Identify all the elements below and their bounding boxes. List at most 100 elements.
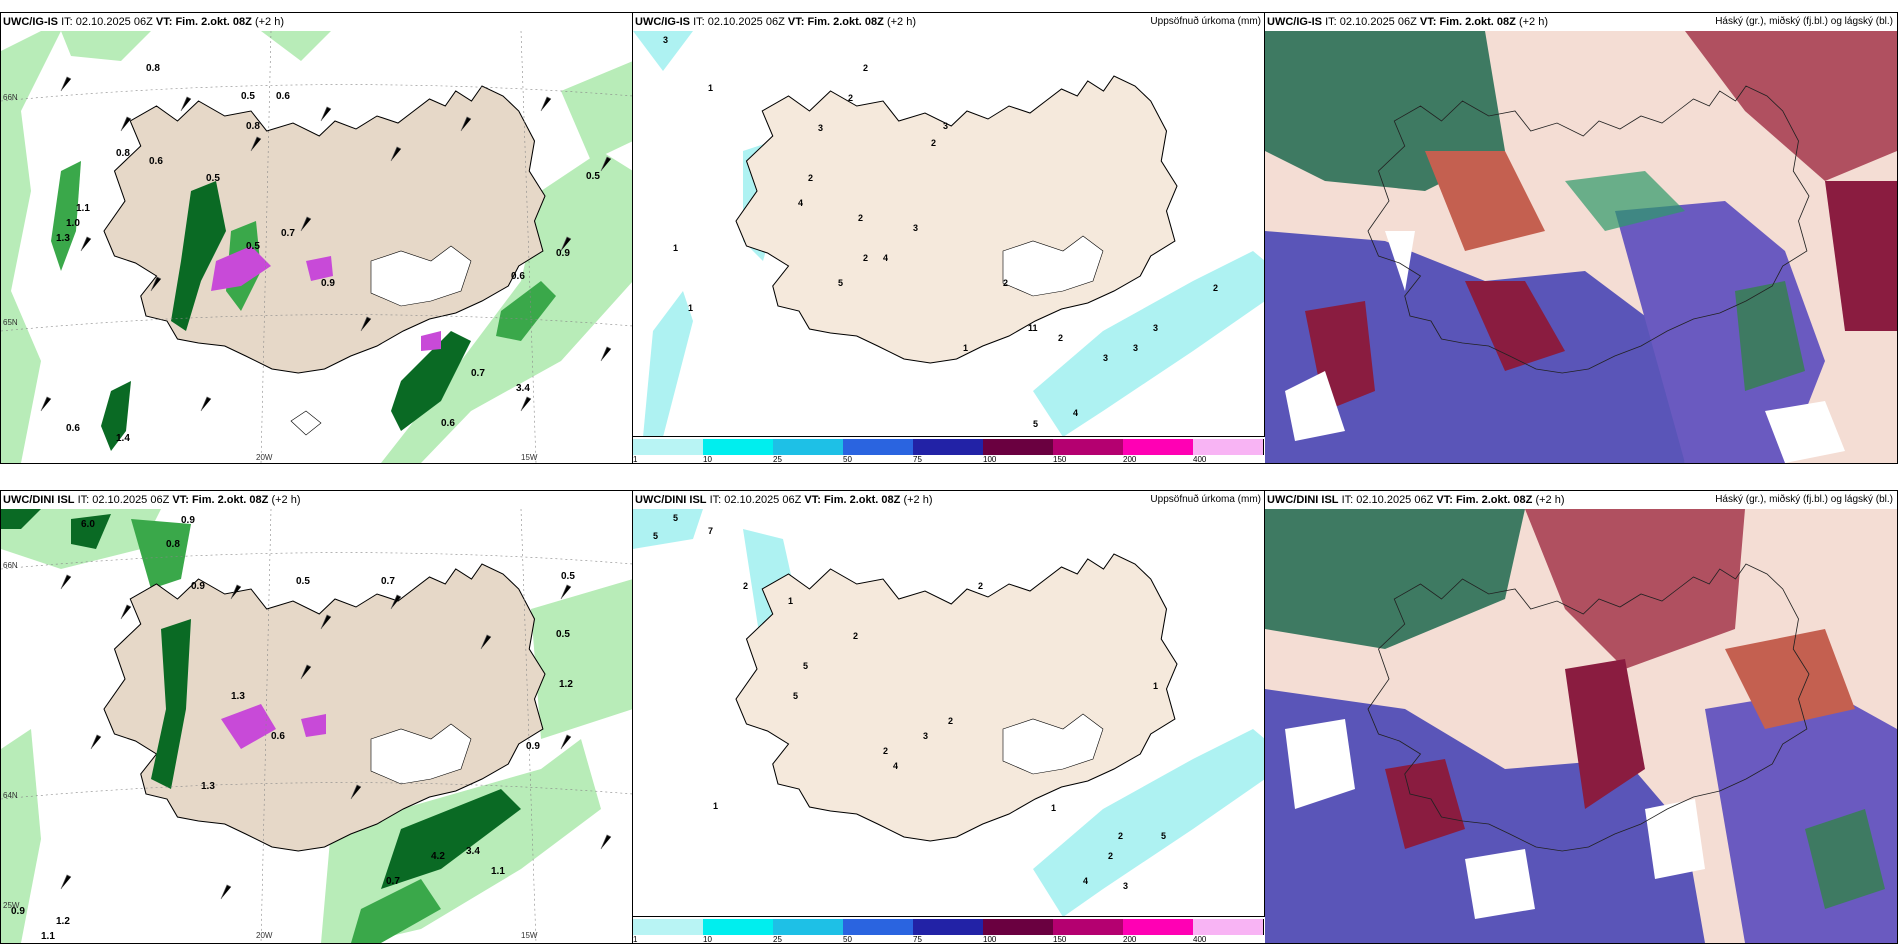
svg-text:0.6: 0.6 xyxy=(276,91,290,102)
svg-text:3: 3 xyxy=(1153,323,1158,333)
svg-text:4.2: 4.2 xyxy=(431,851,445,862)
svg-text:0.6: 0.6 xyxy=(66,423,80,434)
colorbar-tick: 25 xyxy=(773,935,782,944)
colorbar: 1 10 25 50 75 100 150 200 400 xyxy=(633,436,1265,463)
svg-text:0.8: 0.8 xyxy=(246,121,260,132)
lon-label-25: 25W xyxy=(3,901,20,910)
colorbar-tick: 75 xyxy=(913,935,922,944)
colorbar-tick: 200 xyxy=(1123,935,1137,944)
colorbar-swatch xyxy=(1193,439,1264,455)
svg-text:0.5: 0.5 xyxy=(246,241,260,252)
colorbar-swatch xyxy=(773,439,844,455)
svg-text:2: 2 xyxy=(808,173,813,183)
svg-text:0.8: 0.8 xyxy=(116,148,130,159)
valid-time: Fim. 2.okt. 08Z xyxy=(175,16,252,28)
lat-label-64: 64N xyxy=(3,791,18,800)
colorbar: 1 10 25 50 75 100 150 200 400 xyxy=(633,916,1265,943)
svg-text:2: 2 xyxy=(1003,278,1008,288)
svg-text:0.7: 0.7 xyxy=(281,228,295,239)
panel-bottom-left-precip-wind: UWC/DINI ISL IT: 02.10.2025 06Z VT: Fim.… xyxy=(0,490,634,944)
svg-text:0.8: 0.8 xyxy=(166,539,180,550)
svg-text:4: 4 xyxy=(1083,876,1088,886)
panel-top-right-clouds: UWC/IG-IS IT: 02.10.2025 06Z VT: Fim. 2.… xyxy=(1264,12,1898,464)
colorbar-swatch xyxy=(1193,919,1264,935)
svg-text:1: 1 xyxy=(708,83,713,93)
colorbar-swatch xyxy=(913,439,984,455)
colorbar-swatch xyxy=(843,439,914,455)
svg-text:6.0: 6.0 xyxy=(81,519,95,530)
svg-text:1.2: 1.2 xyxy=(56,916,70,927)
svg-text:3: 3 xyxy=(1133,343,1138,353)
colorbar-tick: 150 xyxy=(1053,935,1067,944)
colorbar-swatch xyxy=(703,439,774,455)
lon-label-20: 20W xyxy=(256,931,273,940)
svg-text:0.9: 0.9 xyxy=(321,278,335,289)
colorbar-swatch xyxy=(773,919,844,935)
map-precip-wind: 6.0 0.9 0.8 0.5 0.7 0.9 1.3 0.6 0.5 0.9 1.2 4.2 … xyxy=(1,509,633,943)
colorbar-swatch xyxy=(633,919,704,935)
svg-text:0.9: 0.9 xyxy=(181,515,195,526)
panel-title: UWC/IG-IS IT: 02.10.2025 06Z VT: Fim. 2.… xyxy=(1267,13,1548,31)
svg-text:0.6: 0.6 xyxy=(149,156,163,167)
svg-text:0.6: 0.6 xyxy=(511,271,525,282)
svg-text:4: 4 xyxy=(798,198,803,208)
colorbar-tick: 50 xyxy=(843,455,852,464)
svg-text:1: 1 xyxy=(1051,803,1056,813)
svg-text:3.4: 3.4 xyxy=(466,846,480,857)
svg-text:3.4: 3.4 xyxy=(516,383,530,394)
panel-title: UWC/IG-IS IT: 02.10.2025 06Z VT: Fim. 2.… xyxy=(635,13,916,31)
svg-text:0.5: 0.5 xyxy=(296,576,310,587)
lat-label-66: 66N xyxy=(3,93,18,102)
svg-text:0.6: 0.6 xyxy=(271,731,285,742)
svg-text:0.9: 0.9 xyxy=(11,906,25,917)
svg-text:7: 7 xyxy=(708,526,713,536)
svg-text:2: 2 xyxy=(848,93,853,103)
svg-text:3: 3 xyxy=(663,35,668,45)
colorbar-tick: 400 xyxy=(1193,935,1207,944)
svg-text:3: 3 xyxy=(923,731,928,741)
svg-text:3: 3 xyxy=(943,121,948,131)
svg-text:1.1: 1.1 xyxy=(491,866,505,877)
svg-text:0.5: 0.5 xyxy=(586,171,600,182)
lead-time: (+2 h) xyxy=(254,16,284,28)
lat-label-65: 65N xyxy=(3,318,18,327)
svg-text:0.5: 0.5 xyxy=(556,629,570,640)
svg-text:2: 2 xyxy=(1213,283,1218,293)
colorbar-tick: 10 xyxy=(703,455,712,464)
colorbar-tick: 100 xyxy=(983,935,997,944)
panel-bottom-middle-accum: UWC/DINI ISL IT: 02.10.2025 06Z VT: Fim.… xyxy=(632,490,1266,944)
colorbar-swatch xyxy=(843,919,914,935)
svg-text:1: 1 xyxy=(963,343,968,353)
colorbar-tick: 75 xyxy=(913,455,922,464)
panel-top-middle-accum: UWC/IG-IS IT: 02.10.2025 06Z VT: Fim. 2.… xyxy=(632,12,1266,464)
svg-text:2: 2 xyxy=(1118,831,1123,841)
lat-label-66: 66N xyxy=(3,561,18,570)
colorbar-swatch xyxy=(703,919,774,935)
colorbar-swatch xyxy=(1123,919,1194,935)
svg-text:1.1: 1.1 xyxy=(76,203,90,214)
colorbar-swatch xyxy=(913,919,984,935)
svg-text:2: 2 xyxy=(863,63,868,73)
svg-text:2: 2 xyxy=(858,213,863,223)
svg-text:3: 3 xyxy=(818,123,823,133)
map-precip-wind: 0.8 0.5 0.6 0.8 0.8 0.6 0.5 1.1 1.0 1.3 0.7 0.5 … xyxy=(1,31,633,463)
colorbar-swatch xyxy=(1053,439,1124,455)
svg-text:3: 3 xyxy=(1123,881,1128,891)
svg-text:1: 1 xyxy=(688,303,693,313)
model-name: UWC/IG-IS xyxy=(3,16,58,28)
init-time: 02.10.2025 06Z xyxy=(75,16,153,28)
panel-title: UWC/DINI ISL IT: 02.10.2025 06Z VT: Fim.… xyxy=(1267,491,1565,509)
svg-text:1.0: 1.0 xyxy=(66,218,80,229)
colorbar-tick: 1 xyxy=(633,935,638,944)
svg-text:0.7: 0.7 xyxy=(471,368,485,379)
svg-text:2: 2 xyxy=(1108,851,1113,861)
map-clouds xyxy=(1265,509,1897,943)
colorbar-tick: 25 xyxy=(773,455,782,464)
svg-text:0.6: 0.6 xyxy=(441,418,455,429)
svg-text:4: 4 xyxy=(883,253,888,263)
svg-text:2: 2 xyxy=(863,253,868,263)
colorbar-tick: 150 xyxy=(1053,455,1067,464)
svg-text:2: 2 xyxy=(931,138,936,148)
